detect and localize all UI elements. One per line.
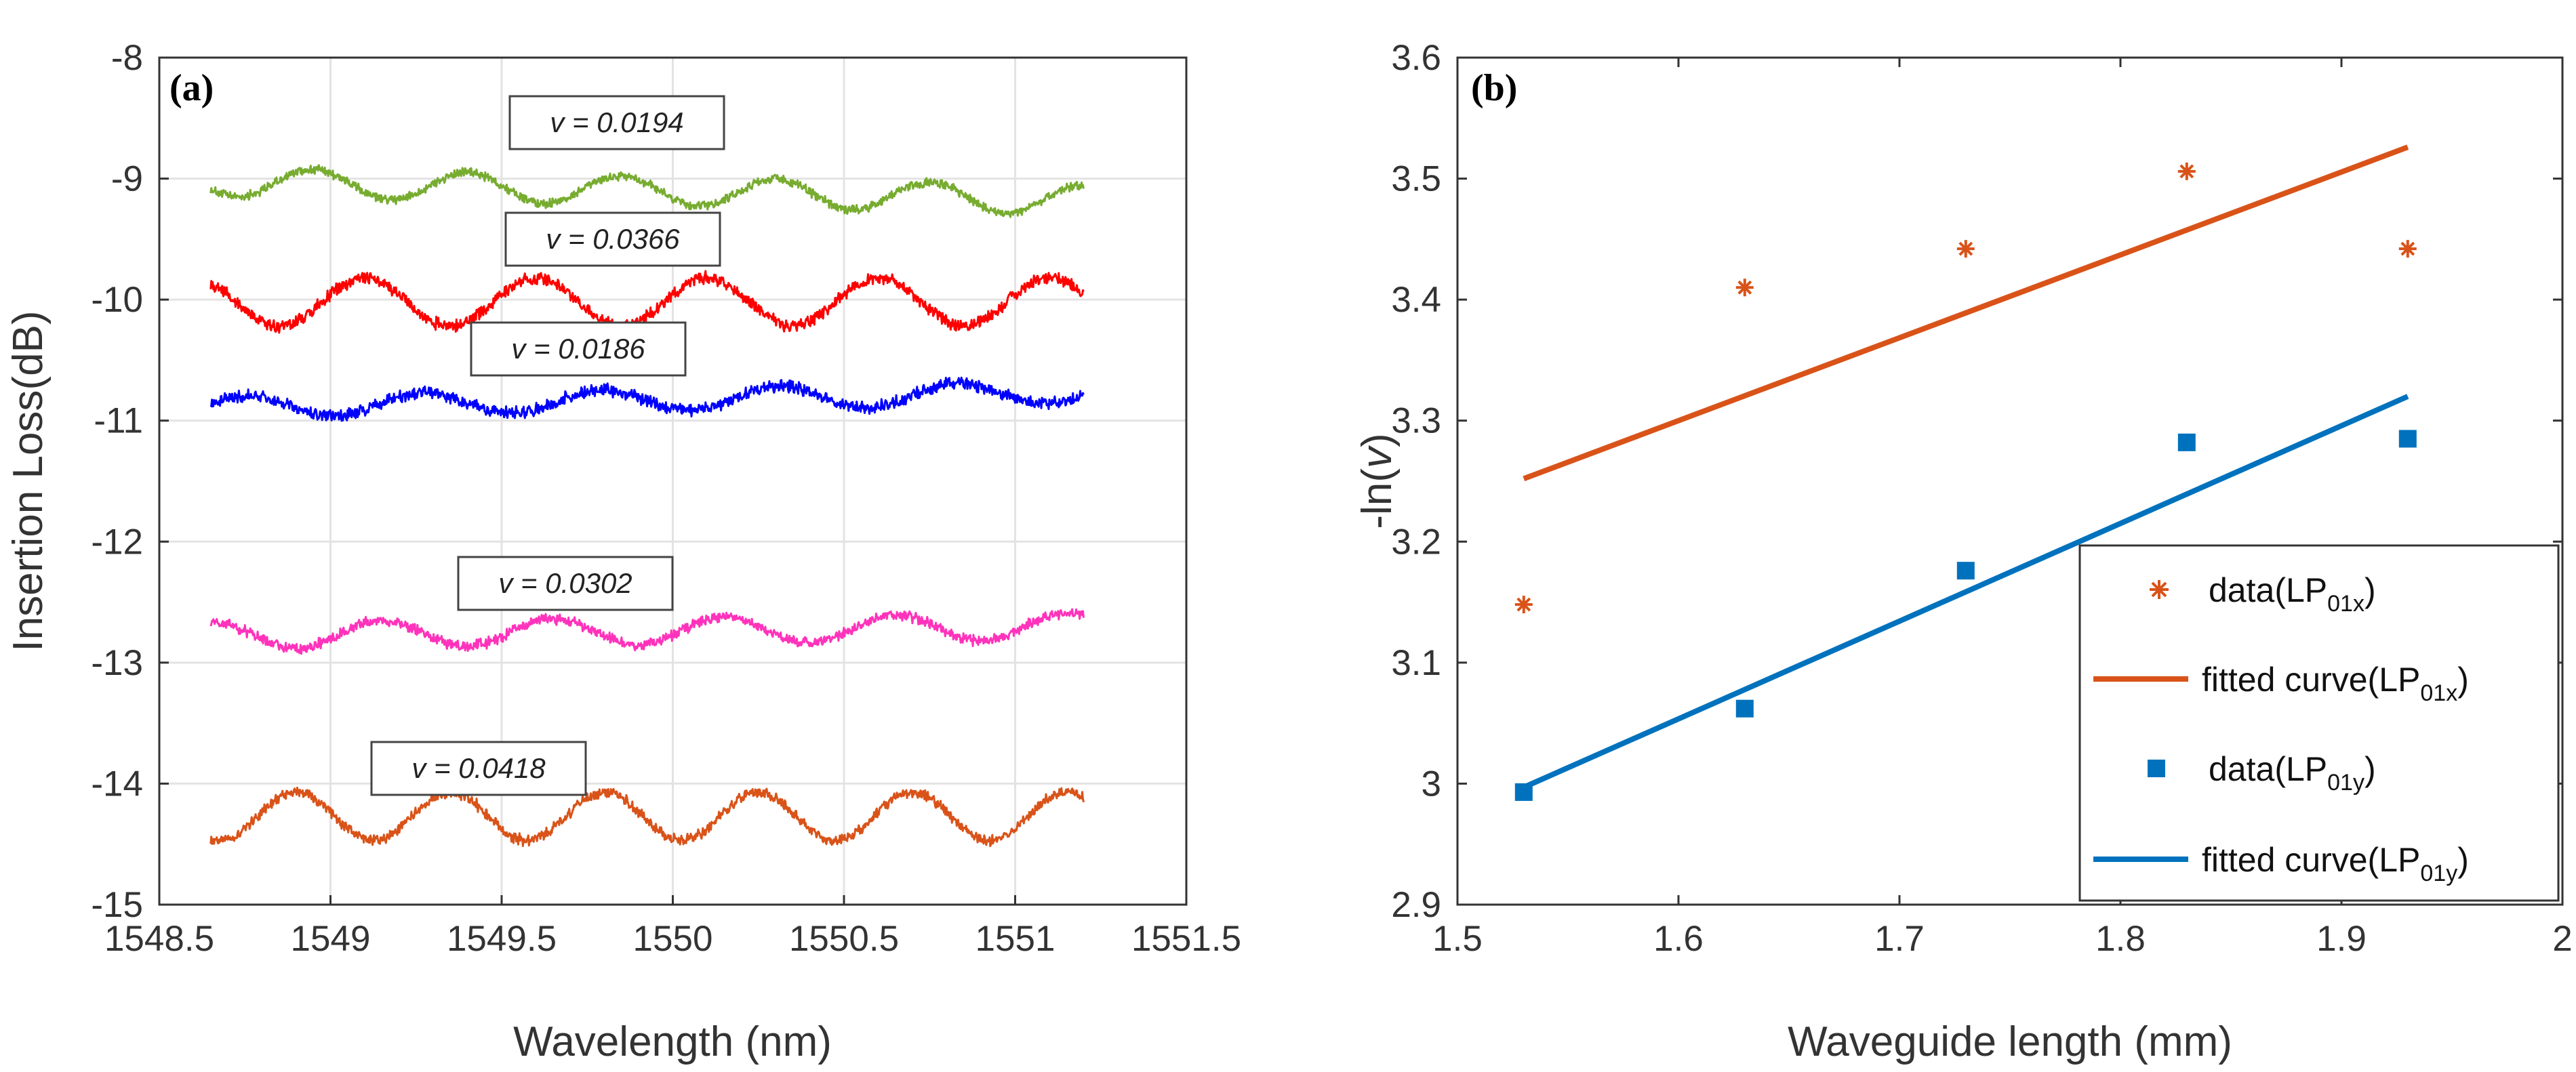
- y-ticks-b: 2.9 3 3.1 3.2 3.3 3.4 3.5 3.6: [1391, 38, 2562, 925]
- legend-entry-data-lp01y: data(LP01y): [2209, 750, 2376, 796]
- annotation-label: v = 0.0194: [550, 106, 683, 138]
- series-group-a: [209, 164, 1085, 848]
- x-tick-label: 1551.5: [1131, 919, 1241, 959]
- x-axis-label-b: Waveguide length (mm): [1788, 1018, 2232, 1065]
- x-tick-label: 1.7: [1874, 919, 1925, 959]
- legend-box: [2078, 544, 2560, 902]
- x-tick-label: 1550.5: [789, 919, 899, 959]
- series-line: [209, 786, 1085, 848]
- legend-entry-fitted-lp01y: fitted curve(LP01y): [2202, 841, 2469, 886]
- data-point-asterisk: [1514, 596, 1533, 614]
- legend: data(LP01x) fitted curve(LP01x) data(LP0…: [2078, 544, 2560, 902]
- y-tick-label: -13: [91, 643, 143, 683]
- data-point-asterisk: [1956, 240, 1975, 258]
- series-line: [209, 608, 1085, 655]
- x-tick-label: 1548.5: [104, 919, 214, 959]
- annotation-box: [457, 556, 674, 611]
- annotation-label: v = 0.0186: [511, 333, 645, 365]
- chart-b: 1.5 1.6 1.7 1.8 1.9 2 2.933.13.23.33.43.53.6 …: [1354, 38, 2573, 1065]
- x-tick-label: 1.8: [2095, 919, 2146, 959]
- legend-entry-fitted-lp01x: fitted curve(LP01x): [2202, 661, 2469, 706]
- series-line: [209, 376, 1085, 422]
- x-tick-label: 1549: [291, 919, 371, 959]
- fit-line: [1523, 144, 2409, 482]
- data-point-square: [2177, 433, 2196, 451]
- data-point-asterisk: [2177, 162, 2196, 180]
- y-tick-label: 2.9: [1391, 885, 1441, 925]
- data-point-square: [2398, 430, 2417, 448]
- panel-label-a: (a): [169, 67, 214, 109]
- fit-line: [1523, 394, 2409, 790]
- y-axis-label-a: Insertion Loss(dB): [5, 310, 52, 651]
- y-tick-label: -15: [91, 885, 143, 925]
- data-point-asterisk: [2398, 240, 2417, 258]
- y-tick-label: 3: [1422, 764, 1441, 804]
- x-tick-label: 2: [2552, 919, 2572, 959]
- y-tick-label: 3.5: [1391, 159, 1441, 199]
- data-point-square: [1514, 783, 1533, 801]
- y-axis-label-b: -ln(v): [1354, 433, 1401, 529]
- x-ticks-a: 1548.5 1549 1549.5 1550 1550.5 1551 1551.5: [104, 895, 1241, 959]
- series-line: [209, 270, 1085, 334]
- x-ticks-b: 1.5 1.6 1.7 1.8 1.9 2: [1432, 58, 2573, 959]
- y-tick-label: -8: [111, 38, 143, 78]
- legend-marker-square: [2148, 760, 2165, 777]
- series-group-b: [1514, 144, 2417, 801]
- legend-marker-asterisk: [2150, 580, 2169, 599]
- x-tick-label: 1.9: [2316, 919, 2367, 959]
- axes-frame-b: [1456, 56, 2564, 906]
- y-tick-label: 3.2: [1391, 522, 1441, 562]
- annotation-box: [470, 321, 687, 377]
- panel-label-b: (b): [1471, 67, 1517, 109]
- x-tick-label: 1549.5: [447, 919, 557, 959]
- y-tick-label: -12: [91, 522, 143, 562]
- y-tick-label: -11: [94, 401, 143, 441]
- y-tick-label: 3.3: [1391, 401, 1441, 441]
- x-tick-label: 1.6: [1653, 919, 1704, 959]
- y-tick-label: -14: [91, 764, 143, 804]
- x-tick-label: 1.5: [1432, 919, 1483, 959]
- x-axis-label-a: Wavelength (nm): [513, 1018, 832, 1065]
- y-tick-label: 3.1: [1391, 643, 1441, 683]
- data-point-asterisk: [1735, 279, 1754, 297]
- data-point-square: [1735, 699, 1754, 718]
- annotation-box: [504, 211, 721, 267]
- y-tick-label: -9: [111, 159, 143, 199]
- annotation-label: v = 0.0366: [546, 223, 680, 255]
- y-tick-label: 3.4: [1391, 280, 1441, 320]
- annotation-box: [508, 95, 725, 150]
- series-line: [209, 164, 1085, 218]
- data-point-square: [1956, 562, 1975, 580]
- x-tick-label: 1550: [633, 919, 713, 959]
- annotation-label: v = 0.0302: [498, 567, 632, 599]
- chart-a: 1548.5 1549 1549.5 1550 1550.5 1551 1551.5 -8-…: [5, 38, 1241, 1065]
- y-tick-label: -10: [91, 280, 143, 320]
- annotation-label: v = 0.0418: [411, 752, 546, 784]
- legend-entry-data-lp01x: data(LP01x): [2209, 571, 2376, 617]
- annotation-box: [370, 741, 587, 796]
- y-ticks-a: -8 -9 -10 -11 -12 -13 -14 -15: [91, 38, 169, 925]
- x-tick-label: 1551: [975, 919, 1055, 959]
- y-tick-label: 3.6: [1391, 38, 1441, 78]
